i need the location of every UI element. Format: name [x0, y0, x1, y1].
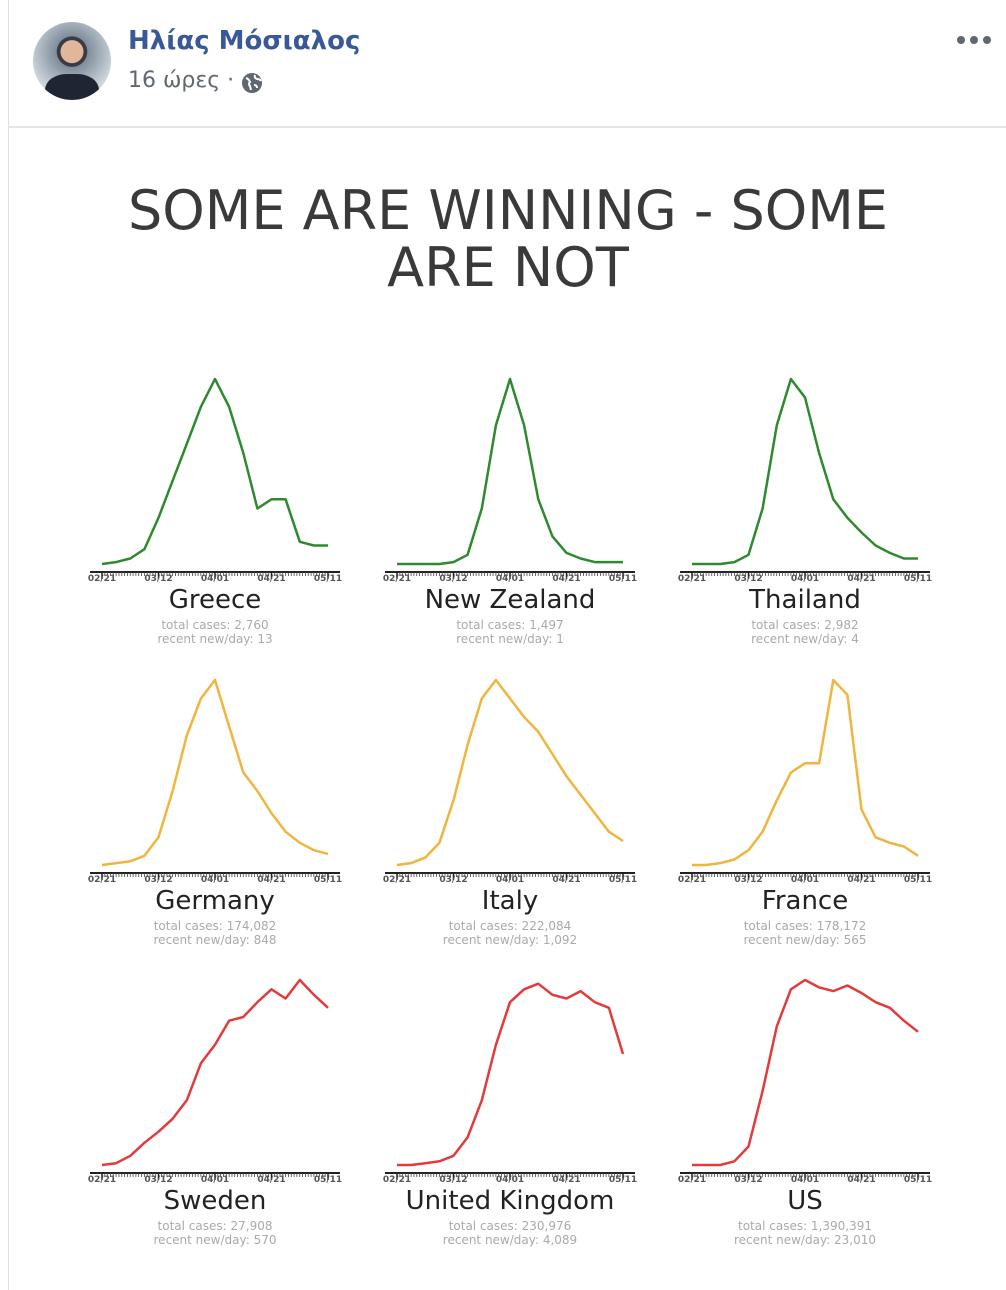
x-tick-label: 04/21 [257, 574, 285, 584]
x-tick-label: 03/12 [439, 574, 467, 584]
x-tick-label: 02/21 [678, 875, 706, 885]
chart-title: Germany [155, 886, 275, 916]
data-line [692, 377, 918, 566]
chart-annotation: recent new/day: 565 [744, 933, 867, 947]
chart-title: Sweden [164, 1186, 267, 1216]
x-tick-label: 02/21 [88, 875, 116, 885]
x-tick-label: 04/01 [791, 574, 819, 584]
chart-title: Thailand [748, 585, 861, 615]
x-tick-label: 04/01 [791, 1175, 819, 1185]
x-tick-label: 04/21 [552, 574, 580, 584]
chart-annotation: recent new/day: 1 [456, 632, 564, 646]
chart-annotation: total cases: 1,497 [456, 618, 563, 632]
data-line [692, 978, 919, 1167]
x-tick-label: 03/12 [734, 1175, 762, 1185]
x-tick-label: 03/12 [144, 574, 172, 584]
x-tick-label: 05/11 [609, 875, 637, 885]
x-tick-label: 05/11 [314, 1175, 342, 1185]
x-tick-label: 02/21 [678, 1175, 706, 1185]
chart-annotation: recent new/day: 4,089 [443, 1233, 577, 1247]
x-tick-label: 03/12 [439, 1175, 467, 1185]
x-tick-label: 04/01 [201, 1175, 229, 1185]
x-tick-label: 04/01 [496, 1175, 524, 1185]
data-line [397, 377, 623, 566]
x-tick-label: 04/21 [552, 875, 580, 885]
x-tick-label: 02/21 [383, 1175, 411, 1185]
chart-annotation: recent new/day: 13 [157, 632, 272, 646]
divider [8, 126, 1006, 128]
chart-title: Italy [482, 886, 538, 916]
x-tick-label: 04/21 [847, 574, 875, 584]
privacy-icon [242, 73, 262, 93]
data-line [397, 982, 625, 1167]
x-tick-label: 04/21 [257, 1175, 285, 1185]
author-name[interactable]: Ηλίας Μόσιαλος [128, 26, 361, 56]
chart-annotation: total cases: 178,172 [744, 919, 867, 933]
chart-title: US [787, 1186, 823, 1216]
x-tick-label: 03/12 [439, 875, 467, 885]
chart-title: New Zealand [425, 585, 596, 615]
data-line [101, 978, 329, 1167]
x-tick-label: 04/21 [552, 1175, 580, 1185]
chart-annotation: total cases: 230,976 [449, 1219, 572, 1233]
chart-annotation: recent new/day: 570 [154, 1233, 277, 1247]
chart-title: United Kingdom [406, 1186, 615, 1216]
x-tick-label: 04/21 [847, 1175, 875, 1185]
chart-annotation: total cases: 27,908 [158, 1219, 273, 1233]
data-line [101, 678, 329, 867]
chart-annotation: total cases: 2,760 [161, 618, 268, 632]
x-tick-label: 03/12 [144, 1175, 172, 1185]
x-tick-label: 05/11 [904, 574, 932, 584]
chart-annotation: total cases: 174,082 [154, 919, 277, 933]
x-tick-label: 04/01 [496, 875, 524, 885]
x-tick-label: 05/11 [904, 875, 932, 885]
x-tick-label: 05/11 [904, 1175, 932, 1185]
x-tick-label: 05/11 [609, 574, 637, 584]
x-tick-label: 02/21 [88, 1175, 116, 1185]
avatar[interactable] [33, 22, 111, 100]
x-tick-label: 05/11 [609, 1175, 637, 1185]
x-tick-label: 04/21 [847, 875, 875, 885]
chart-annotation: total cases: 222,084 [449, 919, 572, 933]
x-tick-label: 04/01 [791, 875, 819, 885]
data-line [101, 377, 328, 566]
x-tick-label: 04/01 [201, 875, 229, 885]
post-card [8, 0, 1006, 1290]
image-title: SOME ARE WINNING - SOME ARE NOT [128, 179, 888, 299]
x-tick-label: 02/21 [88, 574, 116, 584]
x-tick-label: 03/12 [734, 875, 762, 885]
x-tick-label: 03/12 [144, 875, 172, 885]
chart-title: France [762, 886, 848, 916]
chart-annotation: recent new/day: 4 [751, 632, 859, 646]
more-options[interactable] [956, 34, 992, 46]
x-tick-label: 04/01 [201, 574, 229, 584]
x-tick-label: 02/21 [383, 574, 411, 584]
x-tick-label: 02/21 [383, 875, 411, 885]
data-line [692, 678, 919, 867]
chart-annotation: recent new/day: 848 [154, 933, 277, 947]
chart-annotation: total cases: 1,390,391 [738, 1219, 872, 1233]
x-tick-label: 02/21 [678, 574, 706, 584]
x-tick-label: 05/11 [314, 875, 342, 885]
chart-title: Greece [169, 585, 262, 615]
data-line [396, 678, 624, 867]
x-tick-label: 03/12 [734, 574, 762, 584]
chart-annotation: recent new/day: 1,092 [443, 933, 577, 947]
chart-annotation: total cases: 2,982 [751, 618, 858, 632]
post-time[interactable]: 16 ώρες · [128, 68, 235, 93]
chart-annotation: recent new/day: 23,010 [734, 1233, 876, 1247]
x-tick-label: 04/21 [257, 875, 285, 885]
x-tick-label: 05/11 [314, 574, 342, 584]
x-tick-label: 04/01 [496, 574, 524, 584]
